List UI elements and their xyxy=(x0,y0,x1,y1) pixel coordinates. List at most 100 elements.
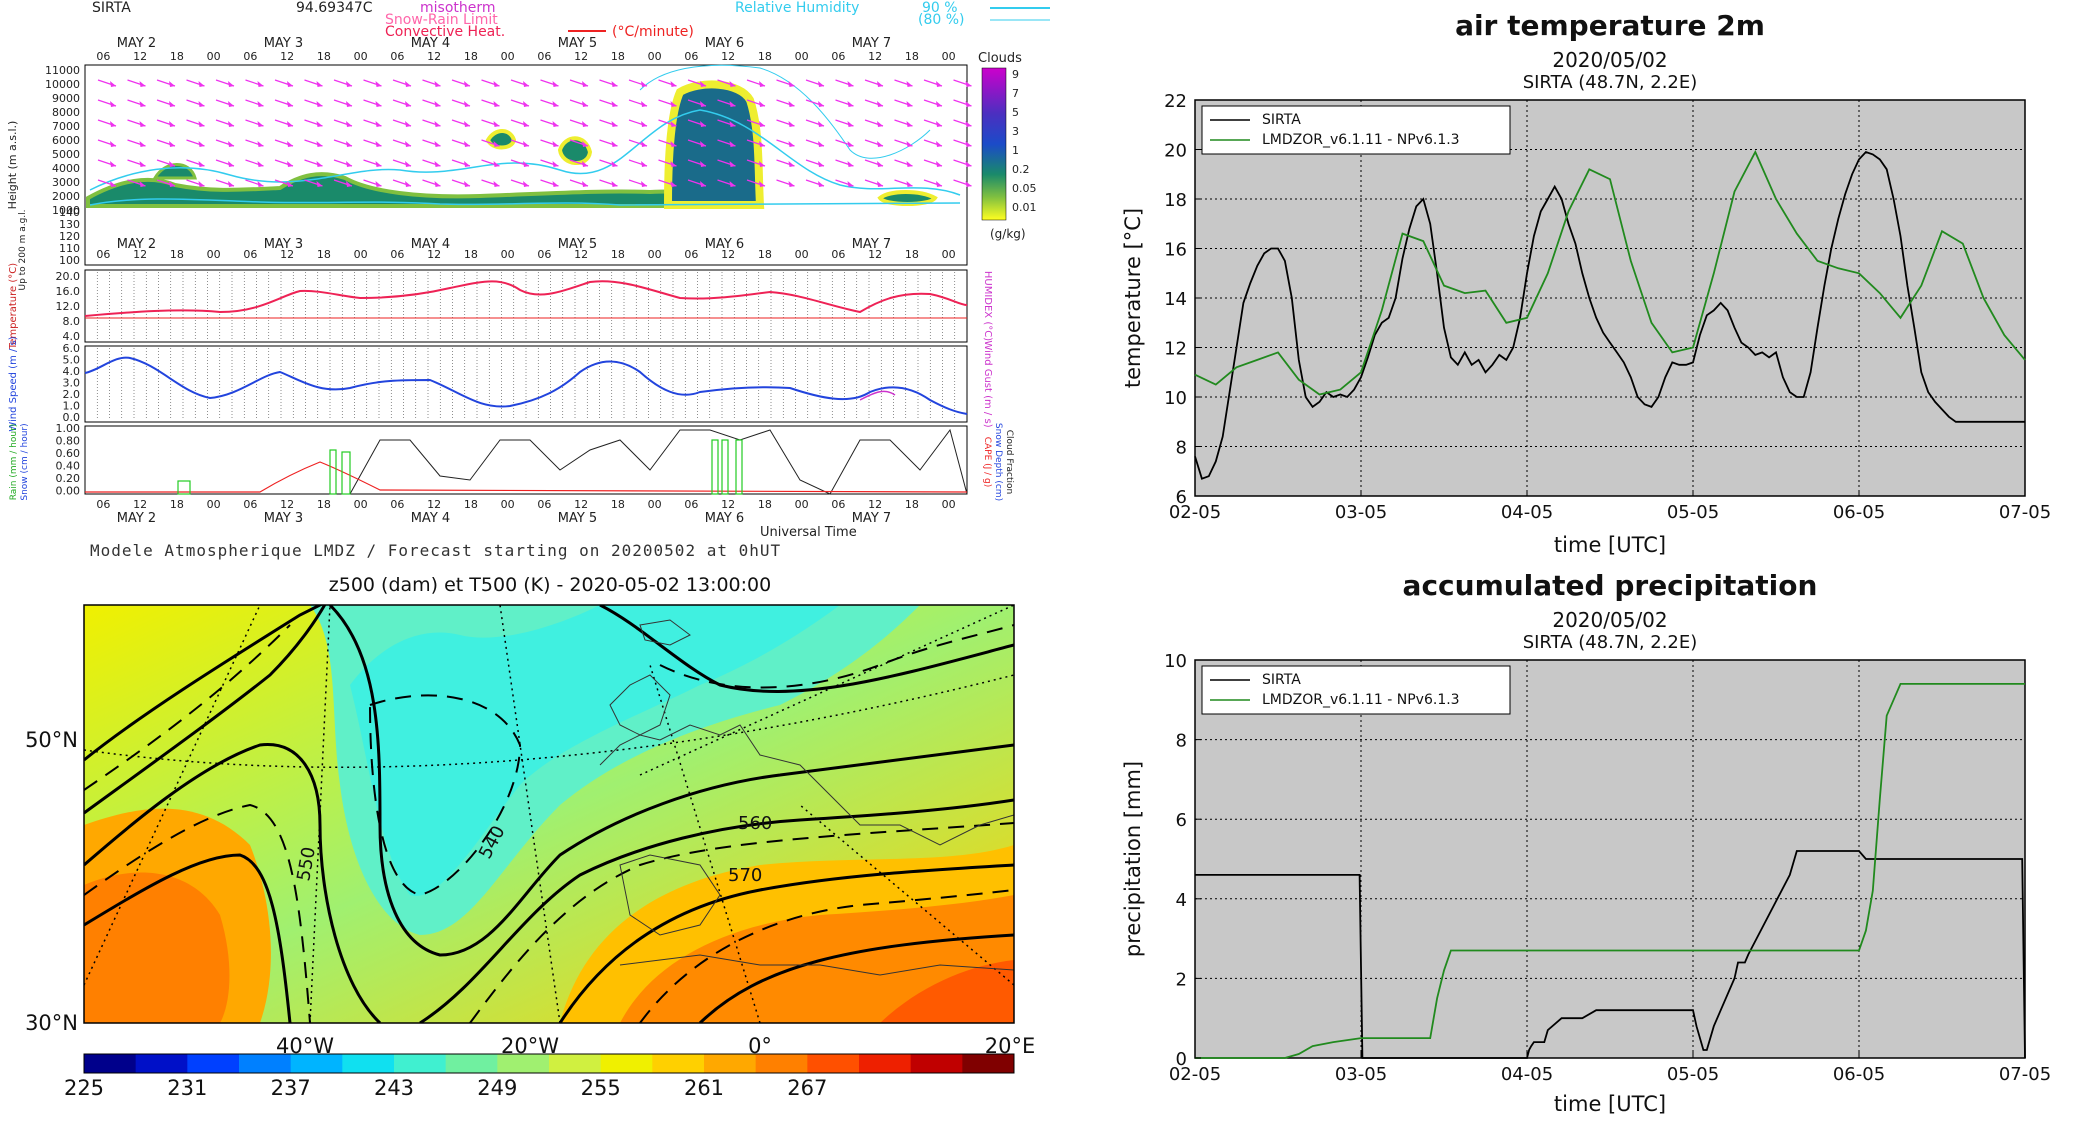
wind-arrowhead xyxy=(139,101,146,107)
rh-contour-2 xyxy=(89,198,961,206)
colorbar-tick-label: 243 xyxy=(374,1076,414,1100)
wind-arrowhead xyxy=(346,161,352,167)
map-field xyxy=(84,605,1014,1023)
wind-arrowhead xyxy=(641,141,647,147)
wind-label: Wind Speed (m / s) xyxy=(8,336,19,431)
x-tick-label: 04-05 xyxy=(1501,1064,1553,1085)
rain-bar xyxy=(329,449,337,495)
colorbar-swatch xyxy=(910,1054,963,1073)
wind-tick-label: 6.0 xyxy=(63,342,81,355)
day-label: MAY 6 xyxy=(705,237,744,252)
wind-arrowhead xyxy=(405,81,411,87)
temperature-chart: air temperature 2m 2020/05/02 SIRTA (48.… xyxy=(1080,0,2100,565)
day-label: MAY 7 xyxy=(852,237,891,252)
colorbar-frame xyxy=(83,1053,1015,1074)
precip-tick-label: 0.00 xyxy=(56,485,81,498)
z500-contour xyxy=(599,605,1014,693)
day-label: MAY 3 xyxy=(264,237,303,252)
wind-arrowhead xyxy=(434,181,441,187)
wind-arrowhead xyxy=(847,181,854,187)
wind-arrowhead xyxy=(759,121,765,127)
wind-tick-label: 3.0 xyxy=(63,377,81,390)
wind-arrowhead xyxy=(700,121,706,127)
x-tick-label: 05-05 xyxy=(1667,1064,1719,1085)
precip-panel: 1.000.800.600.400.200.00 Rain (mm / hour… xyxy=(9,422,1014,501)
cold-trough-core xyxy=(350,605,840,896)
wind-arrowhead xyxy=(965,81,972,87)
wind-arrowhead xyxy=(759,181,765,187)
station-value: 94.69347C xyxy=(296,0,373,16)
wind-arrowhead xyxy=(847,161,854,167)
wind-arrowhead xyxy=(818,141,824,147)
wind-arrowhead xyxy=(493,101,500,107)
height-axis: 1100010000900080007000600050004000300020… xyxy=(45,64,80,267)
t500-contour xyxy=(368,694,522,897)
day-label: MAY 3 xyxy=(264,36,303,51)
wind-arrowhead xyxy=(700,181,706,187)
wind-arrowhead xyxy=(906,81,913,87)
wind-arrowhead xyxy=(847,101,854,107)
wind-arrowhead xyxy=(700,161,706,167)
temp-x-axis: 02-05 03-05 04-05 05-05 06-05 07-05 xyxy=(1169,490,2051,523)
meteogram-panel: SIRTA 94.69347C misotherm Snow-Rain Limi… xyxy=(0,0,1060,560)
wind-arrowhead xyxy=(257,121,264,127)
hour-label: 06 xyxy=(96,50,110,63)
wind-arrowhead xyxy=(434,101,441,107)
map-svg: z500 (dam) et T500 (K) - 2020-05-02 13:0… xyxy=(25,574,1035,1100)
x-tick-label: 07-05 xyxy=(1999,502,2051,523)
y-tick-label: 4 xyxy=(1176,890,1187,911)
wind-arrowhead xyxy=(582,161,588,167)
wind-panel: 6.05.04.03.02.01.00.0 Wind Speed (m / s)… xyxy=(8,336,993,431)
wind-arrowhead xyxy=(346,101,352,107)
height-tick-label: 6000 xyxy=(52,134,80,147)
hour-label: 12 xyxy=(574,498,588,511)
hour-label: 06 xyxy=(96,248,110,261)
height-tick-label: 3000 xyxy=(52,176,80,189)
colorbar-tick-label: 237 xyxy=(271,1076,311,1100)
wind-arrowhead xyxy=(936,121,942,127)
wind-arrowhead xyxy=(405,161,411,167)
day-label: MAY 4 xyxy=(411,36,450,51)
height-tick-label: 11000 xyxy=(45,64,80,77)
wind-arrowhead xyxy=(110,121,116,127)
wind-arrowhead xyxy=(287,81,293,87)
hour-label: 12 xyxy=(427,50,441,63)
wind-arrowhead xyxy=(670,161,677,167)
precip-tick-label: 1.00 xyxy=(56,422,81,435)
wind-arrowhead xyxy=(434,81,441,87)
t500-contour xyxy=(659,624,1014,689)
temp-tick-label: 16.0 xyxy=(56,285,81,298)
precipitation-chart: accumulated precipitation 2020/05/02 SIR… xyxy=(1080,565,2100,1120)
precip-tick-label: 0.40 xyxy=(56,460,81,473)
hour-label: 00 xyxy=(648,50,662,63)
wind-arrowhead xyxy=(818,121,824,127)
wind-arrowhead xyxy=(611,141,618,147)
colorbar-swatch xyxy=(342,1054,395,1073)
y-tick-label: 18 xyxy=(1164,190,1187,211)
contour-label-570: 570 xyxy=(728,865,762,886)
wind-arrowhead xyxy=(552,141,559,147)
wind-arrowhead xyxy=(257,161,264,167)
hour-label: 18 xyxy=(905,498,919,511)
clouds-scale-label: 1 xyxy=(1012,144,1019,157)
colorbar-tick-label: 255 xyxy=(581,1076,621,1100)
cloud-cross-section: 1100010000900080007000600050004000300020… xyxy=(6,64,972,291)
graticule-line xyxy=(84,674,1014,769)
hour-label: 00 xyxy=(648,248,662,261)
day-label: MAY 4 xyxy=(411,237,450,252)
wind-arrowhead xyxy=(670,81,677,87)
wind-arrowhead xyxy=(493,121,500,127)
wind-arrowhead xyxy=(405,181,411,187)
coastline-iberia xyxy=(619,854,721,936)
wind-arrowhead xyxy=(405,121,411,127)
wind-arrowhead xyxy=(788,181,795,187)
wind-arrowhead xyxy=(700,101,706,107)
precip-chart-title: accumulated precipitation xyxy=(1403,569,1818,602)
wind-arrowhead xyxy=(169,101,175,107)
graticule-line xyxy=(84,605,261,986)
colorbar-tick-label: 249 xyxy=(477,1076,517,1100)
wind-arrowhead xyxy=(847,81,854,87)
hour-label: 18 xyxy=(758,50,772,63)
snowdepth-label: Snow Depth (cm) xyxy=(993,423,1003,501)
precip-tick-label: 0.20 xyxy=(56,472,81,485)
